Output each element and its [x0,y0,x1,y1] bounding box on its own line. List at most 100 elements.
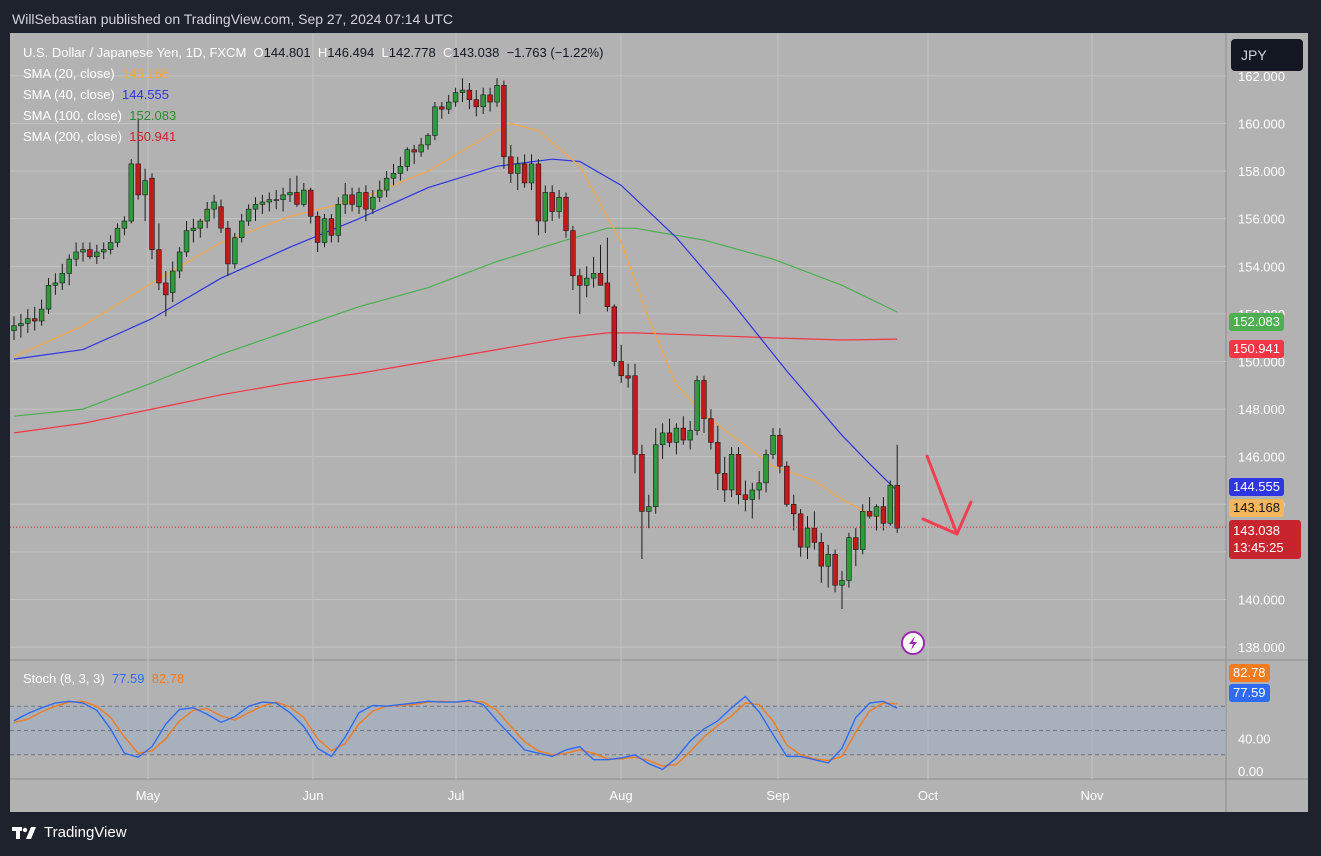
candle-body [790,503,797,515]
candle-body [266,199,272,203]
candle-body [521,163,528,184]
candle-body [590,273,597,279]
candle-body [211,201,217,210]
price-tick-label: 146.000 [1238,450,1285,465]
tradingview-logo-icon [12,826,36,839]
candle-body [38,308,45,322]
candle-body [508,156,514,174]
candle-body [87,249,93,258]
candle-body [832,553,838,586]
candle-body [190,227,197,231]
legend-stoch[interactable]: Stoch (8, 3, 3) 77.59 82.78 [23,671,185,686]
candle-body [59,273,66,284]
time-tick-label: Oct [918,788,939,803]
candle-body [549,192,555,212]
candle-body [846,537,852,581]
publisher-header: WillSebastian published on TradingView.c… [12,11,454,27]
candle-body [659,432,666,446]
event-lightning-icon [901,631,925,655]
currency-button[interactable]: JPY [1231,39,1303,71]
candle-body [370,196,376,210]
candle-body [680,427,687,441]
stochastic-pane [10,695,1226,771]
candle-body [880,506,887,524]
candle-body [577,275,583,286]
candle-body [31,318,38,322]
legend-sma200[interactable]: SMA (200, close) 150.941 [23,129,177,144]
candle-body [797,513,804,548]
candle-body [259,201,266,205]
candle-body [804,527,811,548]
candle-body [183,230,190,253]
candle-body [811,527,818,543]
candle-body [170,270,176,293]
legend-sma20[interactable]: SMA (20, close) 143.168 [23,66,169,81]
candle-body [763,454,769,484]
candle-body [611,306,618,362]
candle-body [204,208,210,222]
stoch-band [10,706,1226,755]
stoch-k-line [13,695,898,771]
candle-body [528,163,535,184]
candle-body [735,454,742,496]
candle-body [363,192,369,210]
candle-body [597,273,604,286]
candle-body [873,506,880,517]
time-tick-label: Jul [448,788,465,803]
legend-sma40[interactable]: SMA (40, close) 144.555 [23,87,169,102]
candle-body [866,511,873,517]
candle-body [45,285,52,310]
candle-body [149,177,155,250]
candle-body [666,432,673,443]
price-tick-label: 148.000 [1238,402,1285,417]
candle-body [673,427,680,443]
candle-body [314,215,321,243]
candle-body [245,208,252,222]
candle-body [376,189,383,198]
sma40-line [13,158,898,492]
candle-body [163,282,169,296]
badge-last-price: 143.038 13:45:25 [1229,520,1301,559]
candle-body [749,489,756,500]
badge-sma40: 144.555 [1229,478,1284,496]
price-tick-label: 156.000 [1238,212,1285,227]
candle-body [356,192,362,208]
time-tick-label: Jun [303,788,324,803]
candle-body [280,194,286,200]
candle-body [107,242,114,250]
candle-body [859,511,866,550]
sma200-line [13,332,898,434]
candle-body [307,189,314,217]
candle-body [11,325,17,331]
candle-body [839,580,845,586]
candle-body [452,92,459,103]
candle-body [397,165,404,174]
badge-sma20: 143.168 [1229,499,1284,517]
badge-sma200: 150.941 [1229,340,1284,358]
candle-body [825,553,831,567]
candle-body [728,454,735,491]
candle-body [328,218,335,236]
candle-body [625,375,631,379]
legend-sma100[interactable]: SMA (100, close) 152.083 [23,108,177,123]
symbol-title[interactable]: U.S. Dollar / Japanese Yen, 1D, FXCM [23,45,247,60]
candle-body [80,249,86,253]
candle-body [494,85,500,103]
candle-body [342,194,348,205]
candle-body [542,192,549,222]
candle-body [701,380,707,419]
candle-body [52,282,59,286]
footer-brand[interactable]: TradingView [12,824,127,841]
candle-body [73,251,79,260]
badge-sma100: 152.083 [1229,313,1284,331]
candle-body [218,206,224,229]
candle-body [721,473,728,491]
sma100-line [13,227,898,417]
candle-body [604,282,611,308]
candle-body [853,537,859,550]
price-tick-label: 154.000 [1238,259,1285,274]
candle-body [618,361,624,377]
stoch-tick-label: 0.00 [1238,764,1263,779]
candle-body [646,506,652,512]
